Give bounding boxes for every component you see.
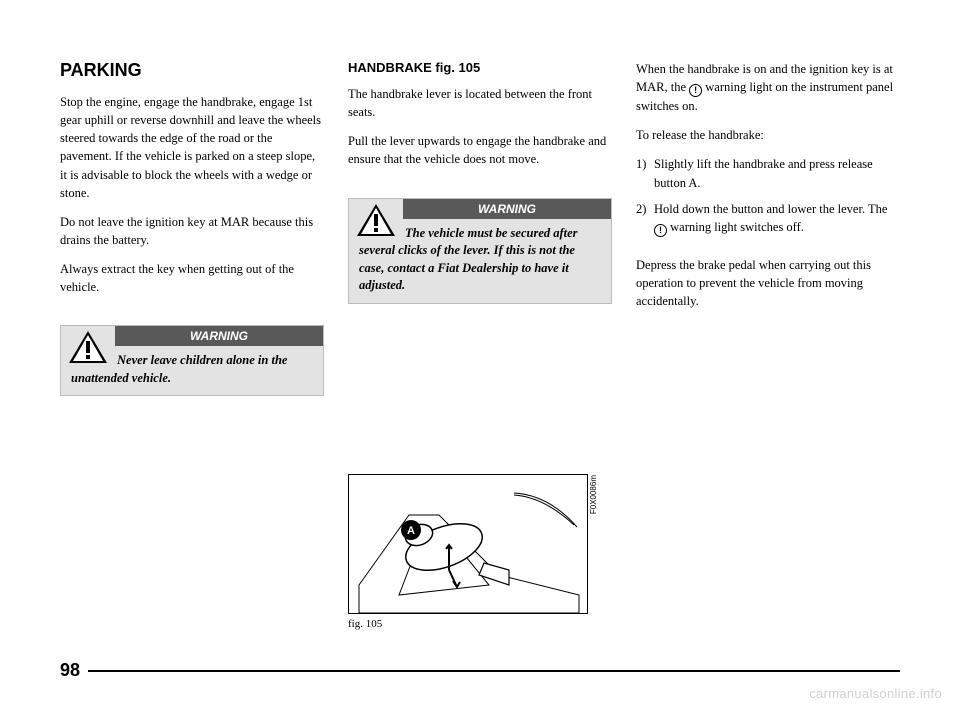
page-footer: 98 — [60, 660, 900, 681]
paragraph: Depress the brake pedal when carrying ou… — [636, 256, 900, 310]
text-fragment: Hold down the button and lower the lever… — [654, 202, 887, 216]
warning-triangle-icon — [355, 202, 397, 238]
column-layout: PARKING Stop the engine, engage the hand… — [60, 60, 900, 630]
warning-triangle-icon — [67, 329, 109, 365]
warning-label: WARNING — [115, 326, 323, 346]
warning-label: WARNING — [403, 199, 611, 219]
figure-handbrake: F0X0086m A — [348, 474, 588, 614]
text-fragment: warning light switches off. — [667, 220, 804, 234]
page: PARKING Stop the engine, engage the hand… — [0, 0, 960, 709]
column-1: PARKING Stop the engine, engage the hand… — [60, 60, 324, 630]
paragraph: Do not leave the ignition key at MAR bec… — [60, 213, 324, 249]
section-heading: PARKING — [60, 60, 324, 81]
watermark: carmanualsonline.info — [809, 686, 942, 701]
figure-code: F0X0086m — [589, 475, 598, 514]
paragraph: Stop the engine, engage the handbrake, e… — [60, 93, 324, 202]
paragraph: Pull the lever upwards to engage the han… — [348, 132, 612, 168]
callout-label: A — [407, 525, 415, 537]
paragraph: To release the handbrake: — [636, 126, 900, 144]
subsection-heading: HANDBRAKE fig. 105 — [348, 60, 612, 75]
warning-box: WARNING The vehicle must be secured afte… — [348, 198, 612, 304]
warning-box: WARNING Never leave children alone in th… — [60, 325, 324, 396]
handbrake-warning-symbol: ! — [689, 84, 702, 97]
steps-list: Slightly lift the handbrake and press re… — [636, 155, 900, 244]
column-3: When the handbrake is on and the ignitio… — [636, 60, 900, 630]
paragraph: The handbrake lever is located between t… — [348, 85, 612, 121]
paragraph: Always extract the key when getting out … — [60, 260, 324, 296]
list-item: Hold down the button and lower the lever… — [636, 200, 900, 237]
footer-rule — [88, 670, 900, 672]
column-2: HANDBRAKE fig. 105 The handbrake lever i… — [348, 60, 612, 630]
paragraph: When the handbrake is on and the ignitio… — [636, 60, 900, 115]
page-number: 98 — [60, 660, 88, 681]
figure-caption: fig. 105 — [348, 618, 612, 630]
handbrake-illustration: A — [349, 475, 589, 615]
list-item: Slightly lift the handbrake and press re… — [636, 155, 900, 191]
handbrake-warning-symbol: ! — [654, 224, 667, 237]
